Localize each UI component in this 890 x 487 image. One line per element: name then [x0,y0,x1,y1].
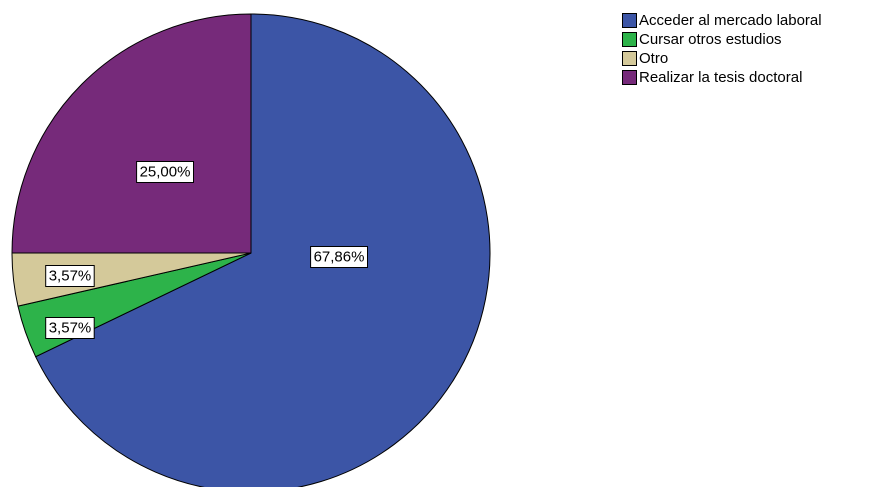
pie-slice-realizar-la-tesis-doctoral [11,13,252,254]
pie-slice-acceder-al-mercado-laboral [34,13,491,487]
pie-label-box [45,265,95,287]
legend-swatch [622,32,637,47]
pie-label-acceder-al-mercado-laboral: 67,86% [310,246,369,268]
legend-label: Cursar otros estudios [639,31,782,48]
pie-label-realizar-la-tesis-doctoral: 25,00% [136,161,195,183]
pie-label-text: 3,57% [49,320,92,337]
legend-label: Realizar la tesis doctoral [639,69,803,86]
legend-item-acceder: Acceder al mercado laboral [622,11,822,30]
pie-label-cursar-otros-estudios: 3,57% [45,317,95,339]
pie-slices [11,13,491,487]
pie-label-otro: 3,57% [45,265,95,287]
legend-label: Otro [639,50,669,67]
legend-item-otro: Otro [622,49,822,68]
legend-swatch [622,70,637,85]
pie-label-text: 67,86% [314,249,365,266]
legend-item-realizar: Realizar la tesis doctoral [622,68,822,87]
legend-label: Acceder al mercado laboral [639,12,822,29]
pie-labels: 67,86% 3,57% 3,57% 25,00% [45,161,369,339]
pie-label-box [310,246,369,268]
pie-label-box [45,317,95,339]
pie-label-text: 3,57% [49,268,92,285]
pie-label-text: 25,00% [140,164,191,181]
legend-swatch [622,13,637,28]
pie-label-box [136,161,195,183]
legend-swatch [622,51,637,66]
legend-item-cursar: Cursar otros estudios [622,30,822,49]
legend: Acceder al mercado laboral Cursar otros … [622,11,822,87]
